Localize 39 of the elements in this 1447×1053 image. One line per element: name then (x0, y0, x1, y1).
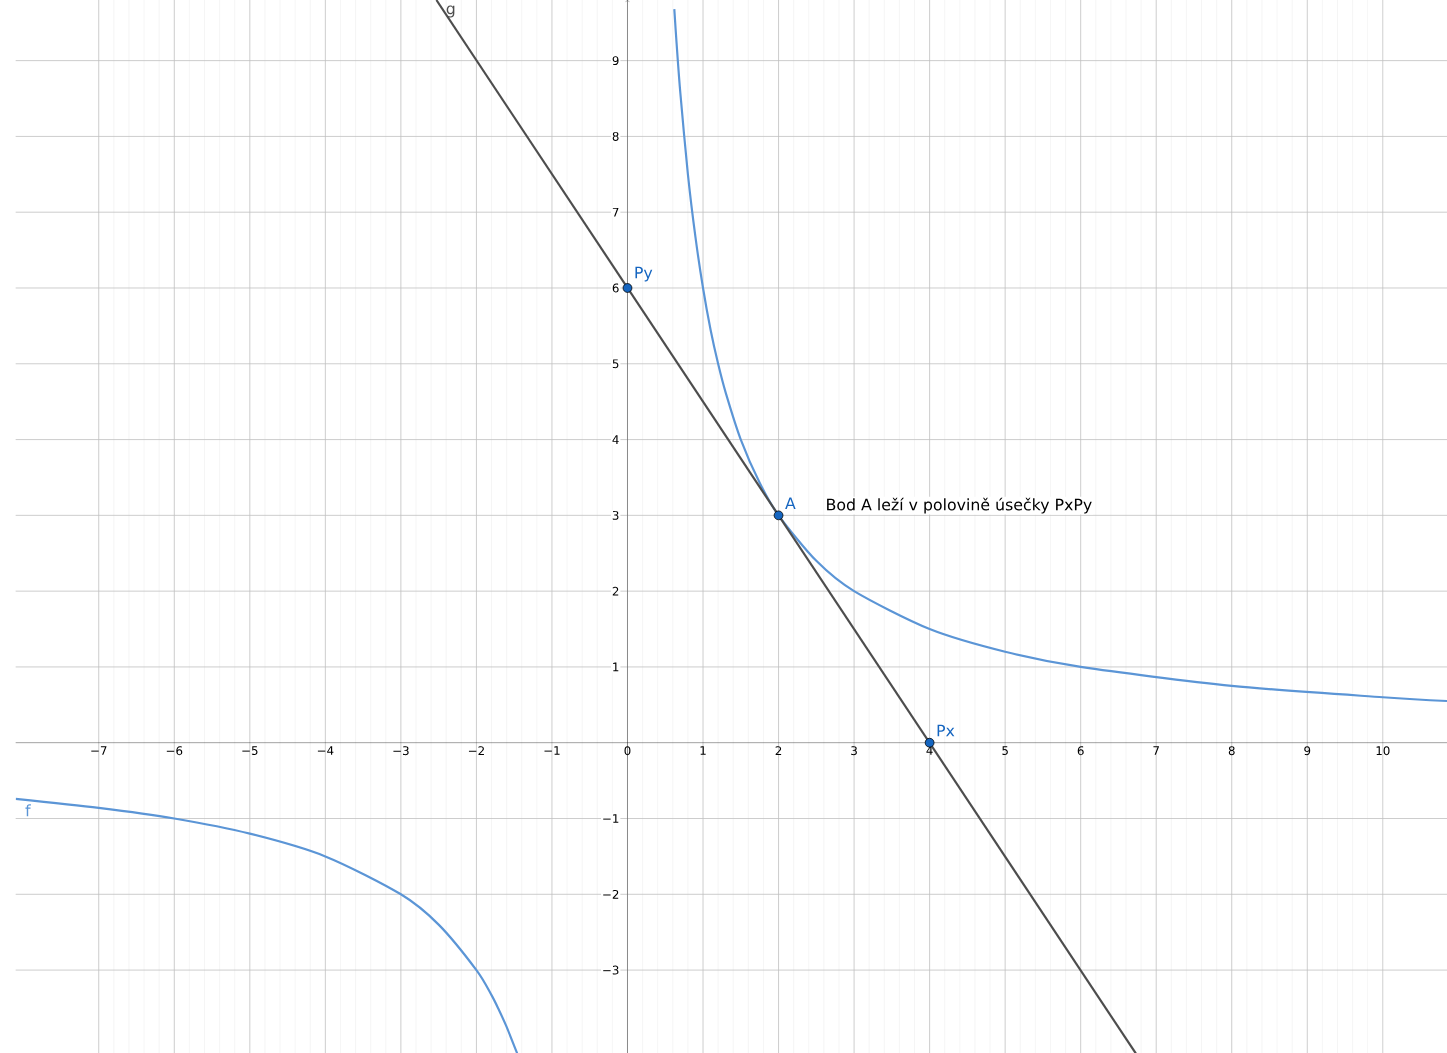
x-tick-label: 6 (1077, 745, 1084, 755)
series-label: f (25, 804, 31, 817)
x-tick-label: 5 (1002, 745, 1008, 755)
x-tick-label: −6 (166, 745, 183, 755)
y-tick-label: 9 (612, 55, 619, 65)
y-tick-label: −3 (603, 965, 619, 975)
x-tick-label: 1 (700, 745, 706, 755)
series-label: g (446, 5, 455, 18)
point (622, 282, 633, 293)
series-label: Px (937, 724, 955, 737)
x-tick-label: 10 (1376, 745, 1390, 755)
x-tick-label: 2 (775, 745, 782, 755)
x-tick-label: −4 (317, 745, 334, 755)
x-tick-label: −2 (468, 745, 484, 755)
y-tick-label: 8 (612, 131, 619, 141)
y-tick-label: 3 (612, 510, 619, 520)
series-label: Py (635, 266, 653, 282)
y-tick-label: 2 (612, 586, 619, 596)
point (924, 737, 935, 748)
x-tick-label: −3 (393, 745, 409, 755)
y-tick-label: −2 (603, 889, 619, 899)
x-tick-label: −7 (91, 745, 107, 755)
y-tick-label: 7 (612, 207, 619, 217)
x-tick-label: −5 (242, 745, 258, 755)
x-tick-label: −1 (544, 745, 560, 755)
y-tick-label: 6 (612, 283, 619, 293)
x-tick-label: 9 (1304, 745, 1311, 755)
x-tick-label: 8 (1228, 745, 1235, 755)
y-tick-label: 4 (612, 435, 619, 444)
y-tick-label: −1 (603, 813, 619, 823)
x-tick-label: 4 (926, 745, 933, 755)
x-tick-label: 0 (624, 745, 631, 755)
series-label: A (785, 497, 796, 509)
x-tick-label: 7 (1153, 745, 1159, 755)
point (773, 510, 784, 520)
y-tick-label: 1 (613, 662, 619, 672)
x-tick-label: 3 (851, 745, 857, 755)
annotation: Bod A leží v polovině úsečky PxPy (827, 497, 1092, 514)
y-tick-label: 5 (612, 359, 619, 368)
